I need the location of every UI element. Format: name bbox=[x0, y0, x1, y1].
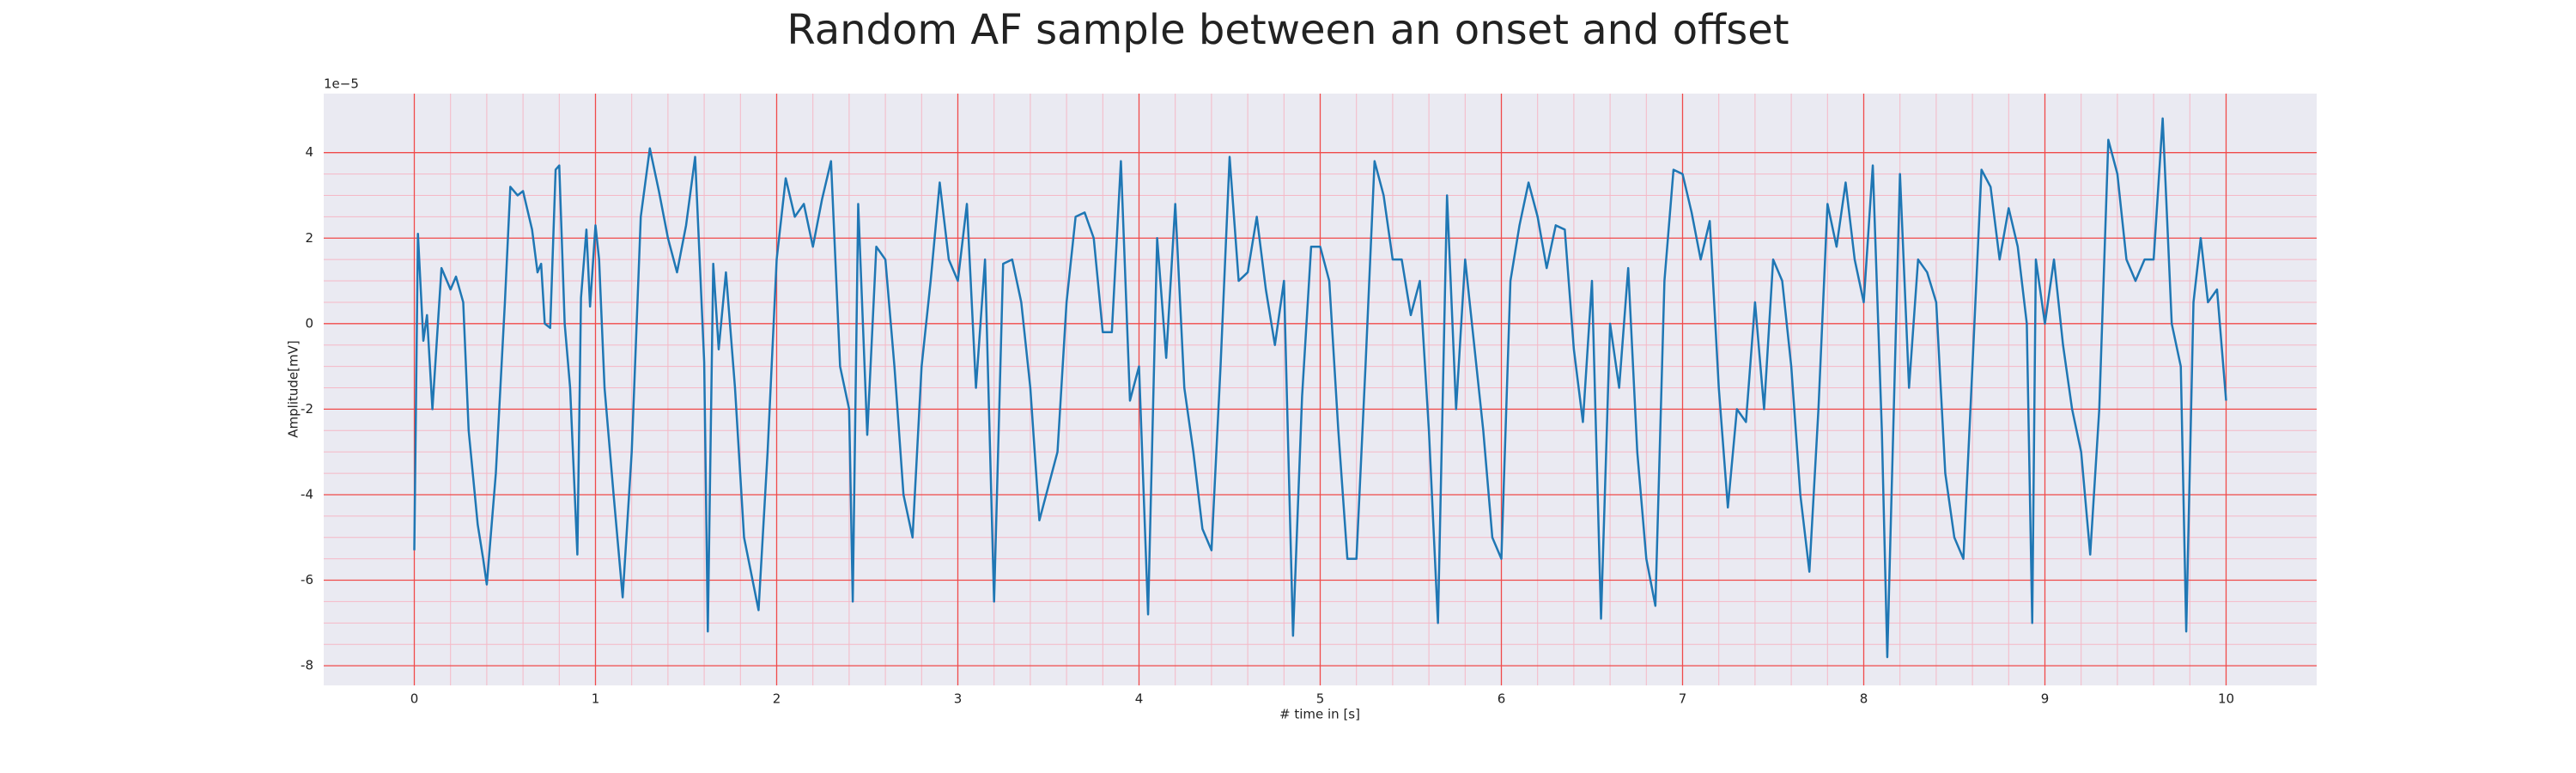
y-tick-label: -4 bbox=[301, 486, 313, 502]
x-tick-label: 9 bbox=[2041, 691, 2050, 707]
x-tick-label: 4 bbox=[1135, 691, 1144, 707]
x-tick-label: 10 bbox=[2218, 691, 2234, 707]
x-axis-label: # time in [s] bbox=[1279, 707, 1360, 722]
y-tick-label: 4 bbox=[305, 144, 313, 160]
x-tick-label: 0 bbox=[410, 691, 419, 707]
marks bbox=[413, 117, 2227, 659]
x-tick-label: 2 bbox=[773, 691, 781, 707]
y-tick-label: 0 bbox=[305, 315, 313, 331]
y-tick-label: -2 bbox=[301, 401, 313, 417]
y-tick-label: -6 bbox=[301, 572, 313, 587]
y-tick-label: 2 bbox=[305, 230, 313, 246]
x-tick-label: 7 bbox=[1679, 691, 1687, 707]
x-tick-label: 6 bbox=[1498, 691, 1506, 707]
y-axis-label: Amplitude[mV] bbox=[286, 340, 301, 437]
y-offset-label: 1e−5 bbox=[324, 76, 359, 92]
x-tick-label: 5 bbox=[1316, 691, 1325, 707]
y-tick-label: -8 bbox=[301, 658, 313, 673]
signal-line bbox=[413, 117, 2227, 659]
x-tick-label: 1 bbox=[592, 691, 600, 707]
x-tick-label: 8 bbox=[1860, 691, 1868, 707]
chart-title: Random AF sample between an onset and of… bbox=[787, 6, 1789, 54]
x-tick-label: 3 bbox=[954, 691, 963, 707]
